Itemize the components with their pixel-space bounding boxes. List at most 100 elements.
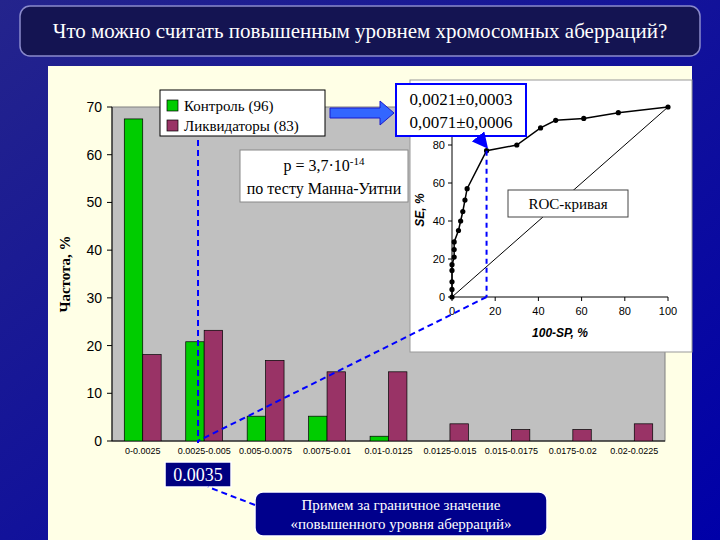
- x-tick-label: 0.02-0.0225: [610, 446, 658, 456]
- y-tick: [107, 345, 112, 346]
- bar: [247, 416, 265, 441]
- roc-point: [458, 218, 463, 223]
- roc-y-tick-label: 20: [433, 253, 445, 265]
- roc-y-title: SE, %: [413, 193, 427, 227]
- roc-point: [462, 198, 467, 203]
- p-box: [240, 150, 408, 202]
- roc-y-tick: [448, 183, 452, 184]
- roc-point: [452, 255, 457, 260]
- y-axis: [112, 107, 113, 441]
- legend-swatch: [167, 120, 178, 131]
- bar: [204, 330, 222, 441]
- x-tick-label: 0.015-0.0175: [485, 446, 538, 456]
- note-box: [255, 492, 547, 536]
- background: [0, 0, 720, 540]
- bar: [573, 430, 591, 441]
- roc-point: [514, 142, 519, 147]
- x-tick-label: 0.0075-0.01: [303, 446, 351, 456]
- bar: [511, 430, 529, 441]
- bar: [493, 441, 511, 442]
- y-tick: [107, 107, 112, 108]
- roc-point: [452, 247, 457, 252]
- roc-point: [452, 239, 457, 244]
- roc-point: [616, 110, 621, 115]
- note-connector: [208, 487, 255, 505]
- bar: [266, 360, 284, 441]
- roc-point: [553, 118, 558, 123]
- roc-x-tick: [495, 297, 496, 301]
- y-tick: [107, 202, 112, 203]
- roc-point: [465, 186, 470, 191]
- y-tick: [107, 250, 112, 251]
- roc-point: [449, 279, 454, 284]
- legend-arrow: [330, 101, 394, 125]
- roc-y-tick-label: 80: [433, 139, 445, 151]
- y-tick-label: 50: [86, 194, 102, 210]
- y-tick: [107, 393, 112, 394]
- bar: [143, 355, 161, 441]
- means-box: [396, 84, 526, 136]
- note-text: Примем за граничное значение: [301, 497, 500, 513]
- roc-y-tick: [448, 145, 452, 146]
- roc-y-tick-label: 40: [433, 215, 445, 227]
- roc-x-tick-label: 100: [659, 305, 677, 317]
- x-tick-label: 0.005-0.0075: [239, 446, 292, 456]
- y-axis-title: Частота, %: [57, 235, 73, 312]
- roc-x-tick: [581, 297, 582, 301]
- roc-point: [665, 104, 670, 109]
- x-tick-label: 0.0125-0.015: [423, 446, 476, 456]
- roc-point: [581, 116, 586, 121]
- bar: [634, 424, 652, 441]
- means-arrow: [479, 137, 486, 146]
- roc-x-tick: [624, 297, 625, 301]
- note-text: «повышенного уровня аберраций»: [290, 516, 511, 532]
- roc-x-tick-label: 80: [619, 305, 631, 317]
- roc-x-tick-label: 20: [489, 305, 501, 317]
- roc-threshold-link: [198, 297, 487, 441]
- roc-point: [449, 268, 454, 273]
- legend-label: Контроль (96): [184, 98, 273, 115]
- test-name: по тесту Манна-Уитни: [247, 180, 402, 198]
- roc-y-tick: [448, 221, 452, 222]
- mean-text: 0,0021±0,0003: [410, 90, 513, 109]
- threshold-line: [197, 140, 199, 443]
- bar: [124, 119, 142, 441]
- bar: [432, 441, 450, 442]
- x-tick-label: 0-0.0025: [125, 446, 161, 456]
- x-tick-label: 0.0175-0.02: [549, 446, 597, 456]
- p-value: p = 3,7·10-14: [283, 155, 365, 175]
- roc-point: [456, 228, 461, 233]
- bar: [389, 372, 407, 441]
- y-tick-label: 0: [94, 433, 102, 449]
- y-tick-label: 30: [86, 290, 102, 306]
- title: Что можно считать повышенным уровнем хро…: [53, 19, 668, 43]
- roc-threshold-drop: [486, 151, 488, 297]
- roc-title: ROC-кривая: [528, 196, 607, 212]
- y-tick-label: 70: [86, 99, 102, 115]
- roc-y-tick-label: 0: [439, 291, 445, 303]
- bar: [186, 342, 204, 441]
- legend-swatch: [167, 100, 178, 111]
- bar: [370, 436, 388, 441]
- roc-point: [460, 209, 465, 214]
- y-tick: [107, 154, 112, 155]
- threshold-box: [165, 462, 231, 487]
- roc-x-tick: [668, 297, 669, 301]
- roc-point: [449, 262, 454, 267]
- bar: [309, 416, 327, 441]
- roc-x-tick: [538, 297, 539, 301]
- inset-panel: [410, 80, 692, 352]
- x-tick-label: 0.01-0.0125: [364, 446, 412, 456]
- roc-x-tick-label: 40: [532, 305, 544, 317]
- roc-y-tick: [448, 259, 452, 260]
- y-tick: [107, 441, 112, 442]
- roc-y-tick-label: 60: [433, 177, 445, 189]
- bar: [327, 372, 345, 441]
- y-tick-label: 40: [86, 242, 102, 258]
- x-tick-label: 0.0025-0.005: [178, 446, 231, 456]
- y-tick-label: 20: [86, 338, 102, 354]
- bar: [616, 441, 634, 442]
- bar: [554, 441, 572, 442]
- p-value-exponent: -14: [350, 155, 365, 167]
- bar: [450, 424, 468, 441]
